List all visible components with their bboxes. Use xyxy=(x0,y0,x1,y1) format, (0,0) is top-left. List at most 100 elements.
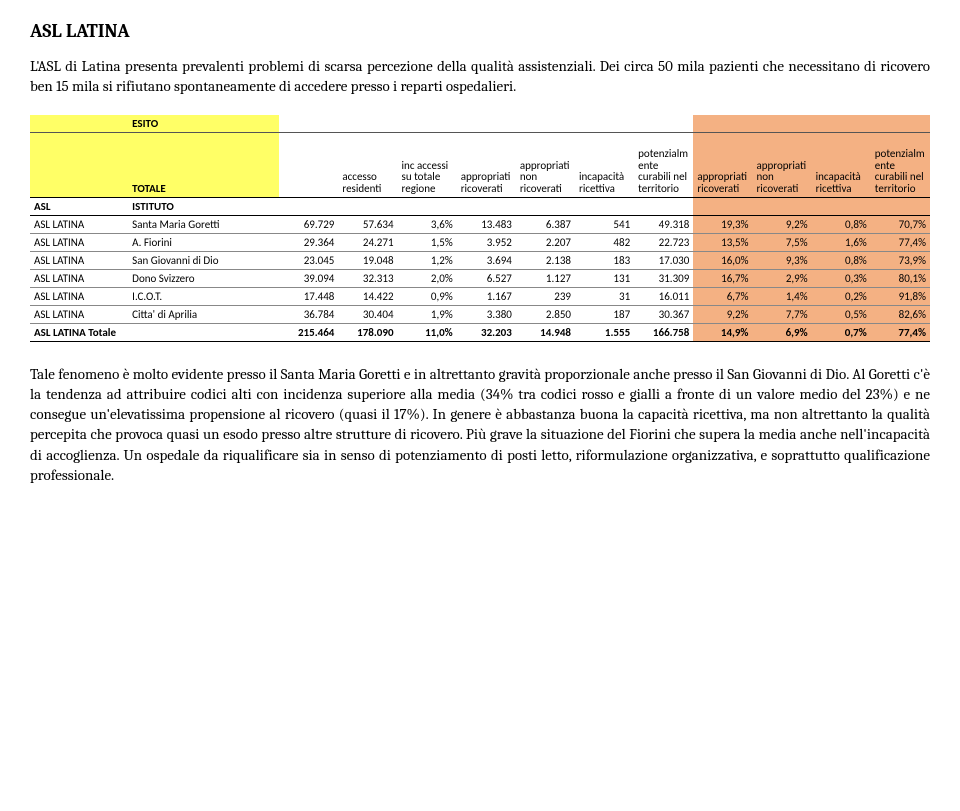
cell-value: 0,2% xyxy=(812,287,871,305)
cell-value: 3.694 xyxy=(457,251,516,269)
asl-label: ASL xyxy=(30,197,128,215)
cell-value: 187 xyxy=(575,305,634,323)
cell-value: 482 xyxy=(575,233,634,251)
cell-value: 0,8% xyxy=(812,215,871,233)
cell-value: 36.784 xyxy=(279,305,338,323)
header-row-totale: TOTALE accesso residentiinc accessi su to… xyxy=(30,132,930,197)
cell-value: 31.309 xyxy=(634,269,693,287)
col-header: appropriati ricoverati xyxy=(693,132,752,197)
cell-value: 1,4% xyxy=(752,287,811,305)
cell-istituto: Santa Maria Goretti xyxy=(128,215,279,233)
cell-istituto: Citta' di Aprilia xyxy=(128,305,279,323)
cell-value: 77,4% xyxy=(871,233,930,251)
cell-total: 11,0% xyxy=(398,323,457,341)
cell-value: 1,2% xyxy=(398,251,457,269)
cell-asl: ASL LATINA xyxy=(30,233,128,251)
table-total-row: ASL LATINA Totale215.464178.09011,0%32.2… xyxy=(30,323,930,341)
cell-value: 9,2% xyxy=(693,305,752,323)
col-header: appropriati non ricoverati xyxy=(516,132,575,197)
cell-value: 6.387 xyxy=(516,215,575,233)
cell-total: 166.758 xyxy=(634,323,693,341)
cell-total: 77,4% xyxy=(871,323,930,341)
cell-value: 1,5% xyxy=(398,233,457,251)
cell-value: 30.367 xyxy=(634,305,693,323)
totale-label: TOTALE xyxy=(128,132,279,197)
cell-value: 2.138 xyxy=(516,251,575,269)
cell-asl: ASL LATINA xyxy=(30,215,128,233)
cell-value: 69.729 xyxy=(279,215,338,233)
table-row: ASL LATINASanta Maria Goretti69.72957.63… xyxy=(30,215,930,233)
cell-value: 13,5% xyxy=(693,233,752,251)
cell-istituto: Dono Svizzero xyxy=(128,269,279,287)
table-row: ASL LATINAI.C.O.T.17.44814.4220,9%1.1672… xyxy=(30,287,930,305)
cell-value: 24.271 xyxy=(338,233,397,251)
cell-value: 16.011 xyxy=(634,287,693,305)
col-header: inc accessi su totale regione xyxy=(398,132,457,197)
cell-value: 49.318 xyxy=(634,215,693,233)
cell-asl: ASL LATINA xyxy=(30,287,128,305)
cell-value: 23.045 xyxy=(279,251,338,269)
page-title: ASL LATINA xyxy=(30,20,930,42)
cell-value: 0,3% xyxy=(812,269,871,287)
intro-paragraph: L'ASL di Latina presenta prevalenti prob… xyxy=(30,56,930,97)
col-header: potenzialmente curabili nel territorio xyxy=(871,132,930,197)
istituto-label: ISTITUTO xyxy=(128,197,279,215)
cell-value: 2.207 xyxy=(516,233,575,251)
cell-value: 32.313 xyxy=(338,269,397,287)
cell-value: 6.527 xyxy=(457,269,516,287)
table-row: ASL LATINADono Svizzero39.09432.3132,0%6… xyxy=(30,269,930,287)
cell-value: 541 xyxy=(575,215,634,233)
table-row: ASL LATINAA. Fiorini29.36424.2711,5%3.95… xyxy=(30,233,930,251)
cell-value: 0,8% xyxy=(812,251,871,269)
cell-asl: ASL LATINA xyxy=(30,305,128,323)
col-header: incapacità ricettiva xyxy=(575,132,634,197)
cell-istituto: I.C.O.T. xyxy=(128,287,279,305)
cell-value: 80,1% xyxy=(871,269,930,287)
cell-istituto: San Giovanni di Dio xyxy=(128,251,279,269)
cell-value: 31 xyxy=(575,287,634,305)
cell-value: 17.448 xyxy=(279,287,338,305)
cell-value: 3,6% xyxy=(398,215,457,233)
col-header: appropriati ricoverati xyxy=(457,132,516,197)
conclusion-paragraph: Tale fenomeno è molto evidente presso il… xyxy=(30,364,930,486)
cell-value: 17.030 xyxy=(634,251,693,269)
col-header: accesso residenti xyxy=(338,132,397,197)
table-row: ASL LATINASan Giovanni di Dio23.04519.04… xyxy=(30,251,930,269)
total-label: ASL LATINA Totale xyxy=(30,323,279,341)
header-row-labels: ASLISTITUTO xyxy=(30,197,930,215)
cell-value: 2,9% xyxy=(752,269,811,287)
cell-value: 1,9% xyxy=(398,305,457,323)
cell-value: 6,7% xyxy=(693,287,752,305)
cell-value: 7,7% xyxy=(752,305,811,323)
col-header: incapacità ricettiva xyxy=(812,132,871,197)
cell-value: 16,7% xyxy=(693,269,752,287)
cell-total: 178.090 xyxy=(338,323,397,341)
cell-value: 39.094 xyxy=(279,269,338,287)
cell-value: 70,7% xyxy=(871,215,930,233)
cell-value: 73,9% xyxy=(871,251,930,269)
cell-value: 22.723 xyxy=(634,233,693,251)
cell-total: 14.948 xyxy=(516,323,575,341)
col-header: appropriati non ricoverati xyxy=(752,132,811,197)
cell-value: 14.422 xyxy=(338,287,397,305)
cell-total: 32.203 xyxy=(457,323,516,341)
cell-total: 0,7% xyxy=(812,323,871,341)
cell-value: 0,9% xyxy=(398,287,457,305)
cell-value: 183 xyxy=(575,251,634,269)
cell-total: 1.555 xyxy=(575,323,634,341)
header-row-esito: ESITO xyxy=(30,115,930,133)
cell-value: 9,3% xyxy=(752,251,811,269)
cell-value: 2.850 xyxy=(516,305,575,323)
cell-value: 2,0% xyxy=(398,269,457,287)
table-row: ASL LATINACitta' di Aprilia36.78430.4041… xyxy=(30,305,930,323)
cell-value: 16,0% xyxy=(693,251,752,269)
cell-total: 14,9% xyxy=(693,323,752,341)
data-table-wrapper: ESITOTOTALE accesso residentiinc accessi … xyxy=(30,115,930,342)
cell-value: 0,5% xyxy=(812,305,871,323)
cell-total: 215.464 xyxy=(279,323,338,341)
cell-asl: ASL LATINA xyxy=(30,269,128,287)
cell-asl: ASL LATINA xyxy=(30,251,128,269)
cell-value: 3.952 xyxy=(457,233,516,251)
cell-value: 29.364 xyxy=(279,233,338,251)
cell-value: 13.483 xyxy=(457,215,516,233)
